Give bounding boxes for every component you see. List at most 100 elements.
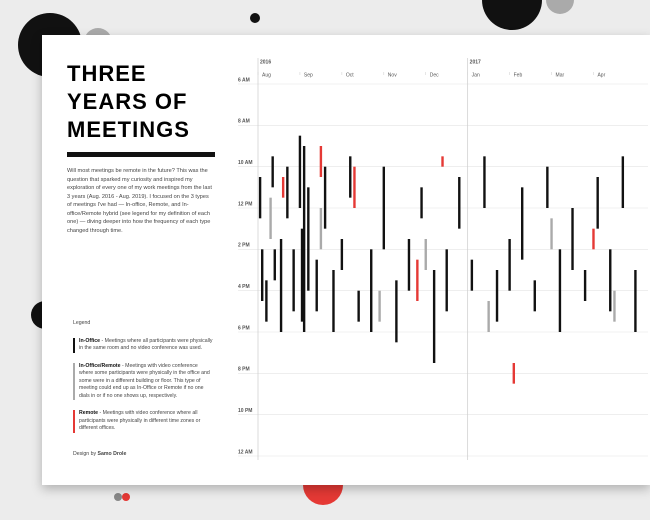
year-label: 2016	[260, 59, 271, 65]
legend-name: In-Office	[79, 337, 101, 344]
y-tick-label: 10 PM	[238, 408, 252, 414]
credit: Design by Samo Drole	[73, 451, 126, 457]
meeting-bar	[596, 177, 599, 229]
x-tick-label: Feb	[514, 72, 523, 78]
legend-title: Legend	[73, 320, 91, 326]
year-label: 2017	[470, 59, 481, 65]
meeting-bar	[424, 239, 427, 270]
x-tick-label: Sep	[304, 72, 313, 78]
intro: Will most meetings be remote in the futu…	[67, 168, 212, 234]
meeting-bar	[592, 228, 595, 250]
meeting-bar	[407, 239, 411, 291]
meeting-bar	[634, 270, 637, 332]
y-tick-label: 12 PM	[238, 201, 252, 207]
meeting-bar	[416, 259, 419, 301]
legend-desc: - Meetings with video conference where a…	[79, 410, 201, 431]
y-tick-label: 4 PM	[238, 284, 250, 290]
y-tick-label: 6 AM	[238, 77, 250, 83]
legend-name: In-Office/Remote	[79, 362, 121, 369]
meeting-bar	[470, 259, 474, 291]
legend-item: Remote - Meetings with video conference …	[73, 410, 213, 433]
meeting-bar	[520, 187, 524, 260]
meeting-bar	[279, 239, 283, 332]
meeting-bar	[332, 270, 335, 332]
meeting-bar	[508, 239, 511, 291]
meeting-bar	[420, 187, 423, 219]
meeting-bar	[265, 280, 268, 322]
meeting-bar	[271, 156, 274, 188]
meeting-bar	[357, 290, 360, 322]
y-tick-label: 10 AM	[238, 160, 253, 166]
x-tick-label: Apr	[597, 72, 605, 78]
meeting-bar	[323, 166, 327, 229]
legend-desc: - Meetings with video conference where s…	[79, 362, 210, 399]
legend-item: In-Office - Meetings where all participa…	[73, 337, 213, 353]
meeting-bar	[609, 249, 612, 312]
text-panel: THREE YEARS OF MEETINGS Will most meetings…	[67, 60, 215, 235]
meeting-bar	[319, 208, 323, 250]
poster: THREE YEARS OF MEETINGS Will most meetings…	[42, 35, 650, 485]
meeting-bar	[302, 146, 306, 332]
meeting-bar	[353, 166, 356, 208]
meeting-bar	[533, 280, 536, 312]
meeting-bar	[571, 208, 574, 270]
title: THREE YEARS OF MEETINGS	[67, 60, 215, 157]
x-tick-label: Oct	[346, 72, 354, 78]
x-tick-label: Dec	[430, 72, 439, 78]
meeting-bar	[483, 156, 486, 208]
meeting-bar	[445, 249, 448, 312]
meeting-bar	[441, 156, 444, 167]
meeting-bar	[495, 270, 499, 322]
y-tick-label: 12 AM	[238, 449, 253, 455]
meeting-bar	[319, 146, 323, 177]
y-tick-label: 6 PM	[238, 325, 250, 331]
meeting-bar	[432, 270, 436, 363]
meeting-bar	[281, 177, 285, 198]
meeting-bar	[349, 156, 352, 198]
meeting-bar	[458, 177, 461, 229]
x-tick-label: Mar	[556, 72, 565, 78]
y-tick-label: 8 AM	[238, 119, 250, 125]
title-line: MEETINGS	[67, 117, 190, 142]
decor-circle	[250, 13, 260, 23]
meeting-bar	[378, 290, 381, 322]
x-tick-label: Jan	[472, 72, 480, 78]
meeting-bar	[621, 156, 625, 208]
meeting-bar	[487, 301, 490, 332]
meeting-bar	[298, 135, 302, 208]
y-tick-label: 8 PM	[238, 367, 250, 373]
meeting-bar	[269, 197, 272, 239]
legend-desc: - Meetings where all participants were p…	[79, 337, 213, 352]
meeting-bar	[512, 363, 516, 384]
meeting-bar	[300, 228, 304, 322]
credit-prefix: Design by	[73, 451, 97, 457]
legend-item: In-Office/Remote - Meetings with video c…	[73, 362, 213, 400]
x-tick-label: Nov	[388, 72, 397, 78]
legend: Legend In-Office - Meetings where all pa…	[73, 320, 213, 433]
decor-circle	[482, 0, 542, 30]
decor-circle	[122, 493, 130, 501]
meeting-bar	[286, 166, 289, 219]
meeting-bar	[558, 249, 562, 332]
meeting-bar	[382, 166, 386, 250]
meeting-bar	[613, 290, 616, 322]
meeting-bar	[260, 249, 264, 301]
meeting-bar	[292, 249, 295, 312]
y-tick-label: 2 PM	[238, 243, 250, 249]
legend-name: Remote	[79, 410, 99, 416]
meeting-bar	[583, 270, 587, 301]
decor-circle	[546, 0, 574, 14]
meeting-bar	[273, 249, 276, 281]
decor-circle	[114, 493, 122, 501]
title-line: THREE	[67, 61, 147, 86]
meeting-bar	[258, 177, 262, 219]
x-tick-label: Aug	[262, 72, 271, 78]
meeting-bar	[550, 218, 553, 250]
meeting-bar	[370, 249, 373, 332]
meeting-bar	[546, 166, 549, 208]
meeting-bar	[340, 239, 344, 270]
meeting-bar	[395, 280, 398, 343]
